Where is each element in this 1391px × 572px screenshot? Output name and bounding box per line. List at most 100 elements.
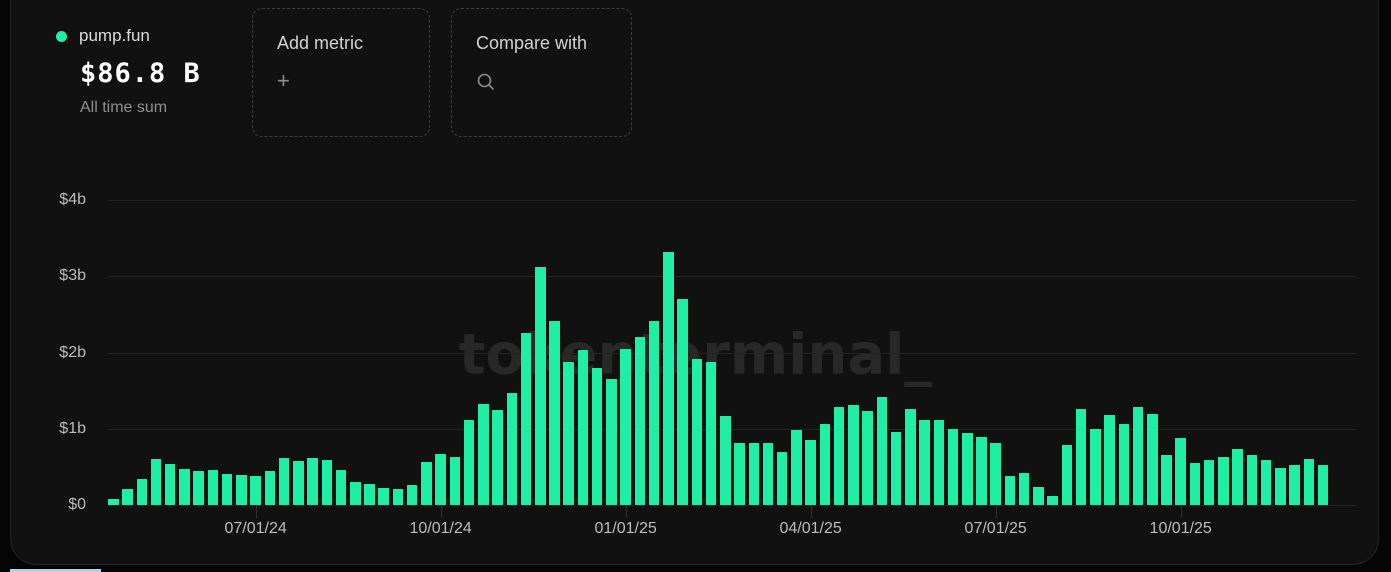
bar[interactable] [677, 299, 688, 505]
bar[interactable] [805, 440, 816, 505]
horizontal-scrollbar-thumb[interactable] [10, 569, 101, 572]
bar[interactable] [478, 404, 489, 506]
bar[interactable] [307, 457, 318, 505]
bar[interactable] [634, 336, 646, 505]
y-gridline [108, 352, 1356, 354]
bar[interactable] [1189, 463, 1201, 505]
bar[interactable] [1246, 455, 1258, 505]
bar[interactable] [1289, 464, 1300, 505]
add-metric-button[interactable]: Add metric + [252, 8, 430, 137]
bar[interactable] [350, 482, 361, 505]
add-metric-label: Add metric [277, 33, 364, 53]
y-axis-tick-label: $3b [59, 267, 86, 285]
bar[interactable] [520, 332, 532, 505]
bar[interactable] [136, 479, 147, 505]
bar[interactable] [848, 405, 859, 505]
bar[interactable] [164, 463, 176, 505]
bar[interactable] [577, 350, 589, 505]
x-axis-tick-label: 07/01/24 [224, 520, 287, 537]
bar[interactable] [179, 469, 190, 505]
bar[interactable] [236, 475, 247, 505]
bar[interactable] [1075, 408, 1087, 505]
bar[interactable] [1047, 495, 1058, 506]
bar[interactable] [905, 408, 916, 505]
bar[interactable] [1104, 415, 1115, 505]
bar[interactable] [207, 469, 219, 505]
bar[interactable] [705, 361, 717, 505]
bar[interactable] [406, 485, 418, 505]
bar[interactable] [1232, 449, 1243, 505]
bar[interactable] [591, 367, 603, 506]
bar[interactable] [1033, 486, 1044, 505]
series-name: pump.fun [79, 26, 150, 45]
bar[interactable] [819, 424, 831, 505]
bar[interactable] [150, 459, 162, 506]
bar[interactable] [720, 415, 731, 505]
bar[interactable] [876, 396, 888, 505]
bar[interactable] [620, 348, 631, 505]
bar[interactable] [535, 267, 546, 505]
bar[interactable] [392, 489, 404, 505]
bar[interactable] [1203, 460, 1215, 505]
bar[interactable] [293, 460, 304, 505]
bar[interactable] [221, 473, 233, 505]
bar[interactable] [1147, 414, 1158, 505]
bar[interactable] [933, 419, 944, 505]
x-axis-tick [255, 505, 257, 518]
bar[interactable] [264, 470, 276, 505]
bar[interactable] [976, 437, 987, 505]
bar[interactable] [435, 453, 446, 505]
x-axis-tick-label: 10/01/24 [409, 520, 472, 537]
bar[interactable] [563, 362, 574, 505]
bar[interactable] [1218, 457, 1229, 505]
bar[interactable] [748, 442, 759, 505]
bar[interactable] [1260, 460, 1272, 505]
bar[interactable] [947, 428, 959, 506]
bar[interactable] [1090, 428, 1101, 506]
bar[interactable] [1303, 459, 1314, 506]
bar[interactable] [122, 489, 133, 505]
bar[interactable] [776, 452, 788, 505]
bar[interactable] [463, 419, 475, 505]
bar[interactable] [549, 320, 560, 505]
bar[interactable] [1317, 464, 1329, 505]
bar[interactable] [421, 461, 432, 505]
bar[interactable] [734, 443, 745, 505]
bar[interactable] [862, 411, 873, 505]
bar[interactable] [1061, 444, 1073, 505]
x-axis-tick [440, 505, 442, 518]
bar[interactable] [833, 407, 845, 505]
bar[interactable] [1175, 437, 1186, 505]
bar[interactable] [278, 457, 290, 505]
bar[interactable] [108, 498, 119, 505]
bar[interactable] [321, 460, 332, 505]
bar[interactable] [378, 487, 389, 505]
bar[interactable] [1004, 476, 1016, 505]
bar[interactable] [990, 442, 1001, 505]
bar[interactable] [449, 457, 461, 505]
x-axis-tick [810, 505, 812, 518]
bar[interactable] [663, 251, 674, 505]
bar[interactable] [364, 484, 375, 505]
bar[interactable] [762, 442, 774, 505]
bar[interactable] [1118, 424, 1129, 505]
bar[interactable] [691, 358, 702, 505]
bar[interactable] [606, 379, 617, 505]
bar[interactable] [335, 469, 347, 505]
bar[interactable] [919, 419, 930, 505]
compare-with-button[interactable]: Compare with [451, 8, 632, 137]
bar[interactable] [250, 476, 261, 505]
bar[interactable] [1161, 455, 1172, 505]
bar[interactable] [648, 320, 660, 505]
all-time-sum-label: All time sum [80, 99, 168, 116]
bar[interactable] [193, 470, 204, 505]
y-axis-tick-label: $1b [59, 419, 86, 437]
bar[interactable] [962, 432, 973, 505]
bar[interactable] [1275, 467, 1286, 505]
bar[interactable] [1018, 473, 1030, 505]
bar[interactable] [506, 392, 517, 505]
bar[interactable] [1132, 406, 1144, 505]
bar[interactable] [492, 409, 503, 505]
bar[interactable] [791, 429, 802, 505]
bar[interactable] [890, 431, 902, 505]
